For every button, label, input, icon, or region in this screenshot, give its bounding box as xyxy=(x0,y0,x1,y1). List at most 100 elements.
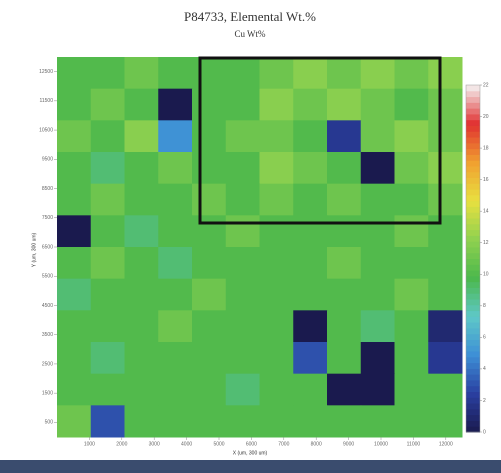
heatmap-cell xyxy=(395,279,429,311)
heatmap-cell xyxy=(226,152,260,184)
heatmap-cell xyxy=(293,89,327,121)
colorbar-tick-label: 4 xyxy=(483,366,486,372)
heatmap-cell xyxy=(428,215,462,247)
heatmap-cell xyxy=(361,89,395,121)
x-tick-label: 7000 xyxy=(278,441,289,447)
heatmap-cell xyxy=(293,184,327,216)
heatmap-cell xyxy=(158,57,192,89)
heatmap-cell xyxy=(395,342,429,374)
heatmap-cell xyxy=(361,279,395,311)
heatmap-cell xyxy=(395,247,429,279)
heatmap-cell xyxy=(192,310,226,342)
heatmap-cell xyxy=(361,310,395,342)
colorbar-segment xyxy=(466,108,480,114)
heatmap-cell xyxy=(395,120,429,152)
x-axis-label: X (um, 300 um) xyxy=(233,450,268,456)
heatmap-cell xyxy=(293,342,327,374)
colorbar-segment xyxy=(466,403,480,409)
heatmap-cell xyxy=(192,89,226,121)
colorbar-segment xyxy=(466,363,480,369)
heatmap-cell xyxy=(91,247,125,279)
heatmap-cell xyxy=(428,310,462,342)
heatmap xyxy=(57,57,463,438)
heatmap-cell xyxy=(57,57,91,89)
heatmap-cell xyxy=(158,215,192,247)
heatmap-cell xyxy=(192,215,226,247)
heatmap-cell xyxy=(361,374,395,406)
heatmap-cell xyxy=(192,57,226,89)
y-tick-label: 3500 xyxy=(42,332,53,338)
heatmap-cell xyxy=(327,215,361,247)
heatmap-cell xyxy=(57,120,91,152)
colorbar-tick-label: 2 xyxy=(483,398,486,404)
colorbar-segment xyxy=(466,311,480,317)
heatmap-cell xyxy=(327,279,361,311)
heatmap-cell xyxy=(395,310,429,342)
x-tick-label: 9000 xyxy=(343,441,354,447)
heatmap-cell xyxy=(57,310,91,342)
heatmap-cell xyxy=(361,152,395,184)
heatmap-cell xyxy=(226,405,260,437)
heatmap-cell xyxy=(57,89,91,121)
colorbar-segment xyxy=(466,178,480,184)
colorbar-segment xyxy=(466,305,480,311)
heatmap-cell xyxy=(428,57,462,89)
y-tick-label: 7500 xyxy=(42,215,53,221)
heatmap-cell xyxy=(428,89,462,121)
heatmap-cell xyxy=(125,310,159,342)
colorbar-segment xyxy=(466,374,480,380)
heatmap-cell xyxy=(192,152,226,184)
heatmap-cell xyxy=(361,405,395,437)
heatmap-cell xyxy=(361,57,395,89)
heatmap-cell xyxy=(293,215,327,247)
y-tick-label: 12500 xyxy=(39,69,53,75)
colorbar-segment xyxy=(466,264,480,270)
heatmap-cell xyxy=(91,215,125,247)
heatmap-cell xyxy=(192,120,226,152)
heatmap-cell xyxy=(395,405,429,437)
x-tick-label: 1000 xyxy=(84,441,95,447)
colorbar-tick-label: 20 xyxy=(483,114,489,120)
heatmap-cell xyxy=(327,342,361,374)
heatmap-cell xyxy=(428,247,462,279)
colorbar-segment xyxy=(466,85,480,91)
heatmap-cell xyxy=(260,405,294,437)
x-tick-label: 5000 xyxy=(213,441,224,447)
colorbar-segment xyxy=(466,270,480,276)
y-tick-label: 500 xyxy=(45,420,54,426)
heatmap-cell xyxy=(158,89,192,121)
heatmap-cell xyxy=(192,342,226,374)
heatmap-cell xyxy=(158,374,192,406)
colorbar-segment xyxy=(466,235,480,241)
heatmap-cell xyxy=(158,279,192,311)
colorbar-segment xyxy=(466,212,480,218)
heatmap-cell xyxy=(125,57,159,89)
heatmap-cell xyxy=(125,215,159,247)
heatmap-cell xyxy=(293,374,327,406)
colorbar-segment xyxy=(466,409,480,415)
colorbar-segment xyxy=(466,201,480,207)
chart: P84733, Elemental Wt.% Cu Wt% X (um, 300… xyxy=(0,0,501,473)
y-tick-label: 1500 xyxy=(42,390,53,396)
x-tick-label: 10000 xyxy=(374,441,388,447)
y-tick-label: 10500 xyxy=(39,127,53,133)
heatmap-cell xyxy=(361,184,395,216)
heatmap-cell xyxy=(226,342,260,374)
heatmap-cell xyxy=(226,310,260,342)
heatmap-cell xyxy=(293,120,327,152)
colorbar-segment xyxy=(466,357,480,363)
colorbar-segment xyxy=(466,166,480,172)
x-tick-label: 8000 xyxy=(311,441,322,447)
heatmap-cell xyxy=(91,184,125,216)
heatmap-cell xyxy=(395,152,429,184)
heatmap-cell xyxy=(260,215,294,247)
heatmap-cell xyxy=(158,120,192,152)
heatmap-cell xyxy=(327,247,361,279)
x-tick-label: 3000 xyxy=(149,441,160,447)
heatmap-cell xyxy=(293,405,327,437)
colorbar-segment xyxy=(466,351,480,357)
heatmap-cell xyxy=(260,89,294,121)
heatmap-cell xyxy=(226,247,260,279)
heatmap-cell xyxy=(57,405,91,437)
heatmap-cell xyxy=(260,342,294,374)
